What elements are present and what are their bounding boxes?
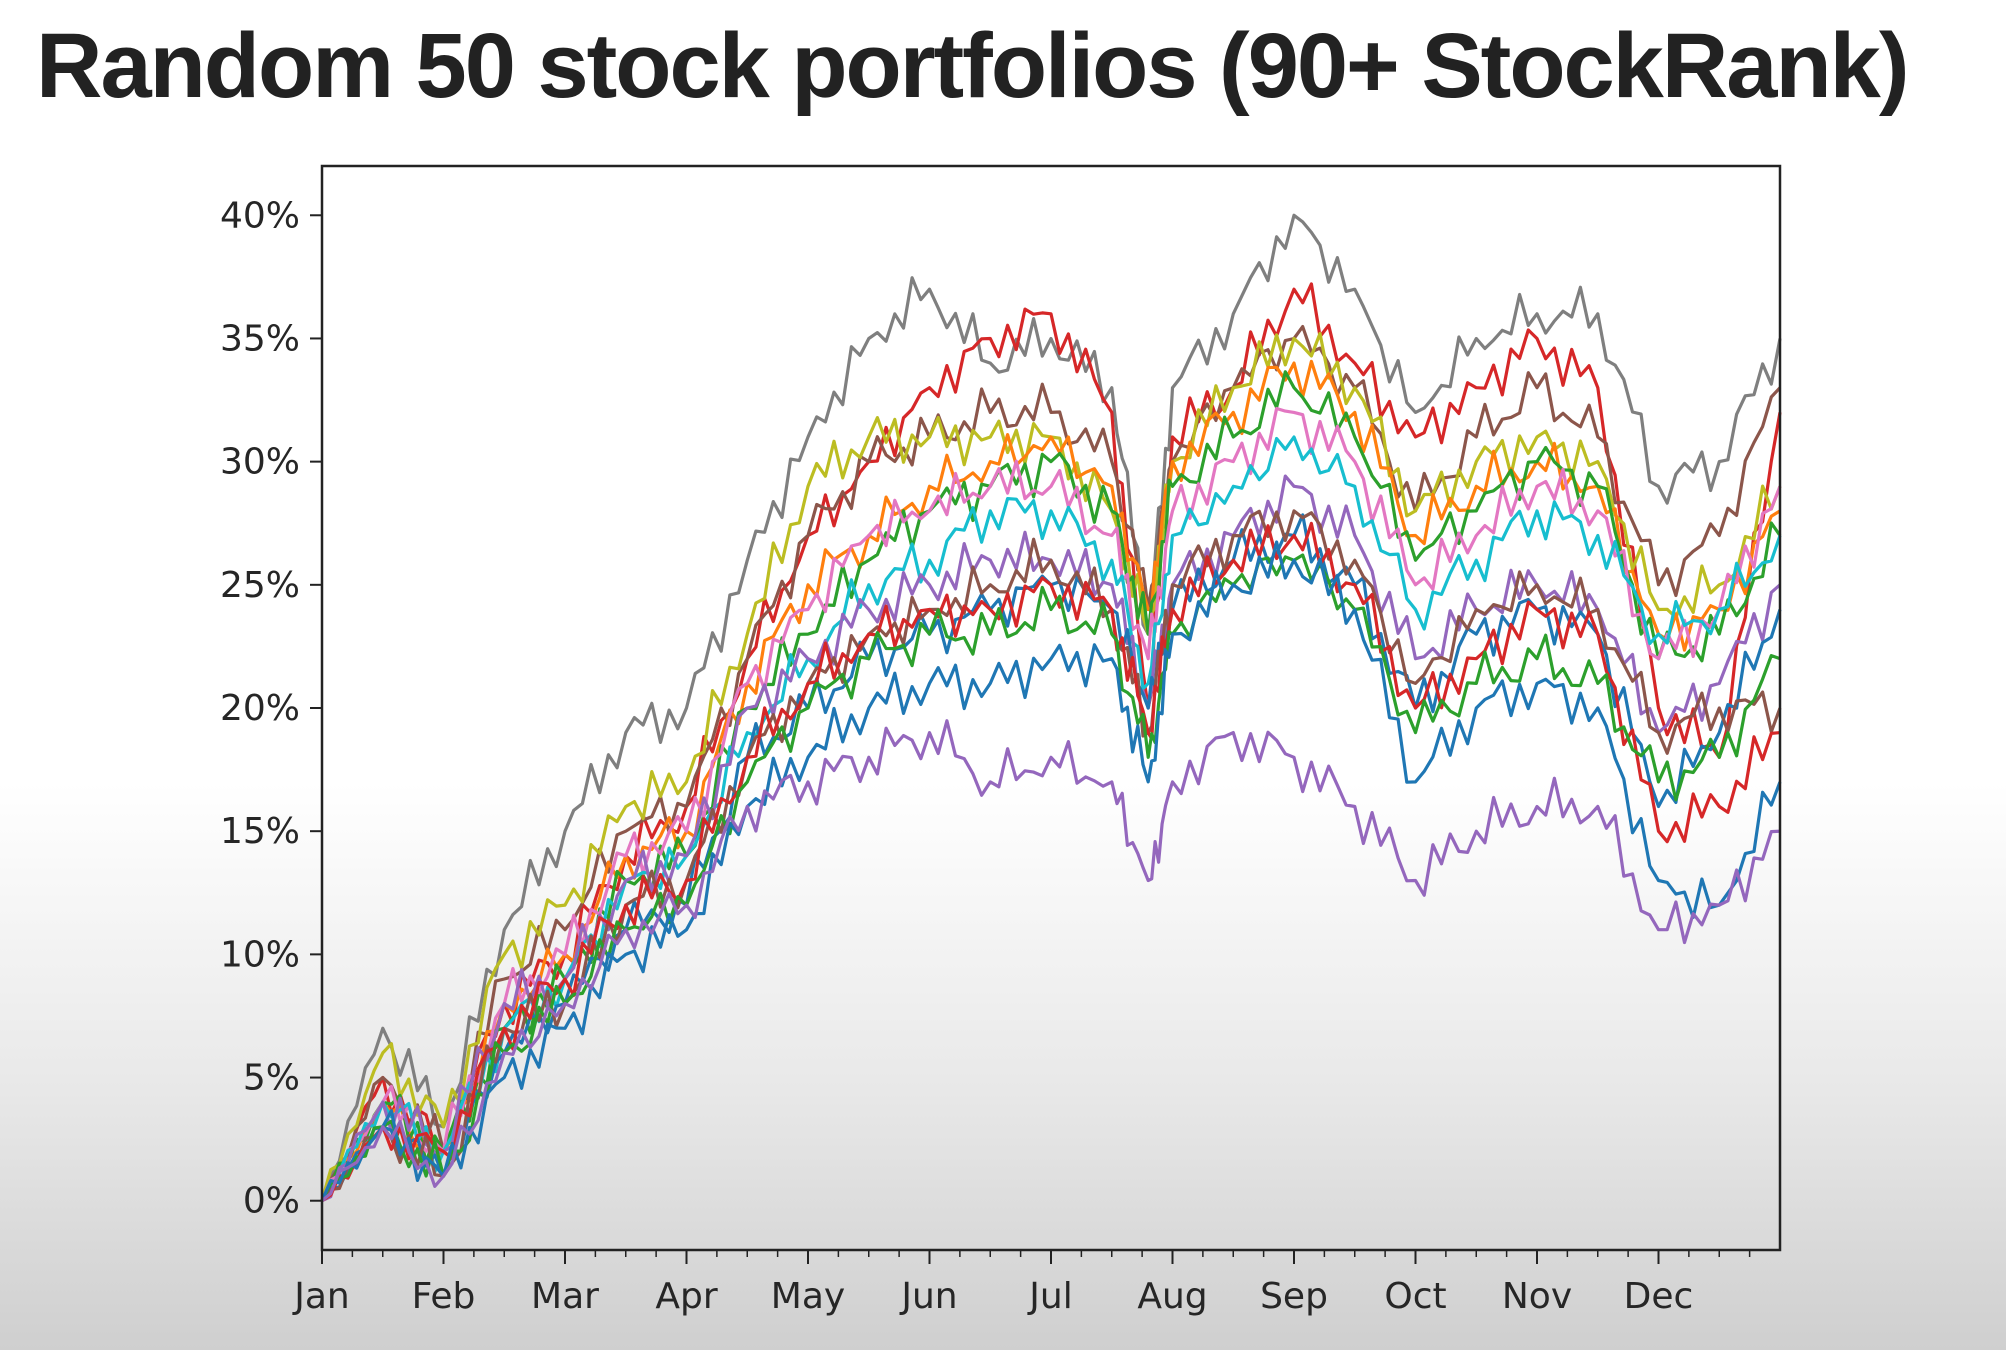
series-line — [320, 325, 1782, 1202]
x-tick-label: Apr — [655, 1276, 717, 1317]
series-line — [320, 553, 1781, 1202]
series-line — [320, 331, 1782, 1202]
series-layer — [320, 213, 1782, 1203]
series-line — [320, 370, 1782, 1202]
y-tick-label: 20% — [220, 688, 300, 729]
y-tick-label: 15% — [220, 811, 300, 852]
series-line — [320, 406, 1782, 1202]
x-tick-label: Sep — [1260, 1276, 1328, 1317]
x-tick-label: Aug — [1137, 1276, 1207, 1317]
y-axis: 0% 5% 10% 15% 20% 25% 30% 35% 40% — [220, 195, 322, 1222]
series-line — [320, 719, 1781, 1202]
x-tick-label: Dec — [1624, 1276, 1694, 1317]
x-tick-label: Feb — [412, 1276, 476, 1317]
x-tick-label: Nov — [1502, 1276, 1572, 1317]
x-axis: Jan Feb Mar Apr May Jun Jul Aug Sep Oct Nov Dec — [292, 1250, 1751, 1317]
x-tick-label: Jun — [899, 1276, 957, 1317]
series-line — [320, 540, 1782, 1202]
series-line — [321, 521, 1781, 1203]
y-tick-label: 10% — [220, 934, 300, 975]
y-tick-label: 25% — [220, 565, 300, 606]
series-line — [321, 474, 1782, 1203]
y-tick-label: 40% — [220, 195, 300, 236]
series-line — [320, 435, 1782, 1202]
y-tick-label: 35% — [220, 318, 300, 359]
y-tick-label: 30% — [220, 442, 300, 483]
x-tick-label: Jan — [292, 1276, 350, 1317]
x-tick-label: May — [771, 1276, 845, 1317]
plot-frame — [320, 164, 1782, 1252]
x-tick-label: Oct — [1384, 1276, 1446, 1317]
y-tick-label: 0% — [243, 1181, 300, 1222]
slide-title: Random 50 stock portfolios (90+ StockRan… — [36, 15, 1909, 117]
series-line — [320, 513, 1782, 1202]
y-tick-label: 5% — [243, 1058, 300, 1099]
x-tick-label: Mar — [531, 1276, 599, 1317]
x-tick-label: Jul — [1027, 1276, 1072, 1317]
